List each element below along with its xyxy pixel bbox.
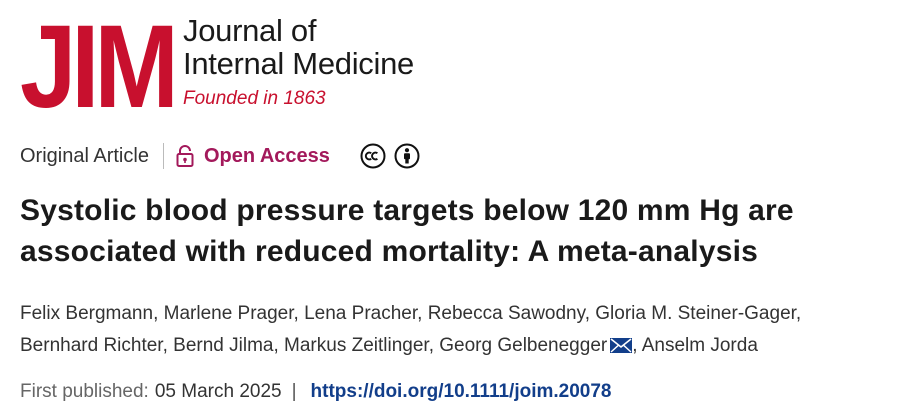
author-link[interactable]: Bernd Jilma [173, 335, 274, 356]
author-separator: , [632, 335, 642, 356]
open-access-label: Open Access [203, 144, 330, 167]
publication-info: First published: 05 March 2025 | https:/… [20, 381, 612, 403]
author-separator: , [153, 303, 164, 324]
author-separator: , [293, 303, 305, 324]
license-icons[interactable] [360, 143, 428, 169]
author-link[interactable]: Anselm Jorda [641, 335, 758, 356]
author-link[interactable]: Rebecca Sawodny [427, 303, 585, 324]
envelope-icon[interactable] [610, 338, 633, 353]
author-list: Felix Bergmann, Marlene Prager, Lena Pra… [20, 298, 915, 362]
lock-icon [176, 145, 194, 167]
author-separator: , [273, 335, 285, 356]
doi-link[interactable]: https://doi.org/10.1111/joim.20078 [310, 381, 612, 402]
journal-name-line1: Journal of [183, 13, 317, 48]
article-title: Systolic blood pressure targets below 12… [20, 194, 794, 268]
author-link[interactable]: Markus Zeitlinger [284, 335, 429, 356]
attribution-icon[interactable] [394, 143, 420, 169]
author-separator: , [417, 303, 428, 324]
journal-name: Journal of Internal Medicine Founded in … [183, 14, 443, 110]
author-link[interactable]: Lena Pracher [304, 303, 418, 324]
author-link[interactable]: Felix Bergmann [20, 303, 154, 324]
creative-commons-icon[interactable] [360, 143, 386, 169]
open-access-badge[interactable]: Open Access [176, 145, 330, 168]
journal-name-line2: Internal Medicine [183, 46, 414, 81]
publication-separator: | [291, 381, 297, 402]
published-date: 05 March 2025 [154, 381, 282, 402]
author-link[interactable]: Bernhard Richter [20, 335, 163, 356]
published-label: First published: [20, 381, 149, 402]
meta-divider [162, 143, 164, 169]
journal-founded: Founded in 1863 [183, 88, 326, 109]
author-link[interactable]: Marlene Prager [163, 303, 294, 324]
logo-mark: JIM [20, 1, 179, 133]
author-link[interactable]: Gloria M. Steiner-Gager [595, 303, 796, 324]
author-separator: , [795, 303, 802, 324]
article-meta-row: Original Article Open Access [20, 140, 428, 172]
author-separator: , [162, 335, 174, 356]
author-link[interactable]: Georg Gelbenegger [439, 335, 608, 356]
author-separator: , [584, 303, 596, 324]
author-separator: , [428, 335, 440, 356]
article-type: Original Article [20, 144, 149, 167]
